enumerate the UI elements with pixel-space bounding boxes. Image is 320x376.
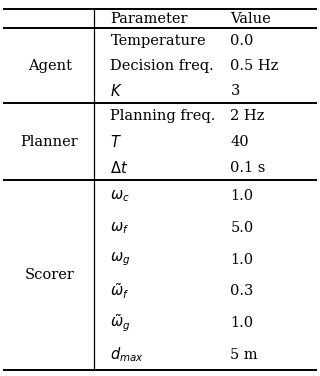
- Text: $\omega_f$: $\omega_f$: [110, 220, 130, 236]
- Text: 2 Hz: 2 Hz: [230, 109, 265, 123]
- Text: 3: 3: [230, 84, 240, 98]
- Text: Temperature: Temperature: [110, 34, 206, 48]
- Text: Value: Value: [230, 12, 271, 26]
- Text: 40: 40: [230, 135, 249, 149]
- Text: 5.0: 5.0: [230, 221, 254, 235]
- Text: 5 m: 5 m: [230, 347, 258, 362]
- Text: $\tilde{\omega}_f$: $\tilde{\omega}_f$: [110, 282, 130, 301]
- Text: Agent: Agent: [28, 59, 72, 73]
- Text: 1.0: 1.0: [230, 316, 253, 330]
- Text: $d_{max}$: $d_{max}$: [110, 345, 144, 364]
- Text: Planner: Planner: [21, 135, 78, 149]
- Text: $K$: $K$: [110, 83, 123, 99]
- Text: $\omega_c$: $\omega_c$: [110, 188, 130, 204]
- Text: 1.0: 1.0: [230, 253, 253, 267]
- Text: Scorer: Scorer: [25, 268, 75, 282]
- Text: 0.3: 0.3: [230, 284, 254, 298]
- Text: $T$: $T$: [110, 134, 122, 150]
- Text: 0.1 s: 0.1 s: [230, 161, 266, 174]
- Text: 0.0: 0.0: [230, 34, 254, 48]
- Text: Decision freq.: Decision freq.: [110, 59, 214, 73]
- Text: Parameter: Parameter: [110, 12, 188, 26]
- Text: $\omega_g$: $\omega_g$: [110, 251, 131, 268]
- Text: 1.0: 1.0: [230, 189, 253, 203]
- Text: Planning freq.: Planning freq.: [110, 109, 216, 123]
- Text: $\tilde{\omega}_g$: $\tilde{\omega}_g$: [110, 312, 131, 334]
- Text: $\Delta t$: $\Delta t$: [110, 160, 129, 176]
- Text: 0.5 Hz: 0.5 Hz: [230, 59, 279, 73]
